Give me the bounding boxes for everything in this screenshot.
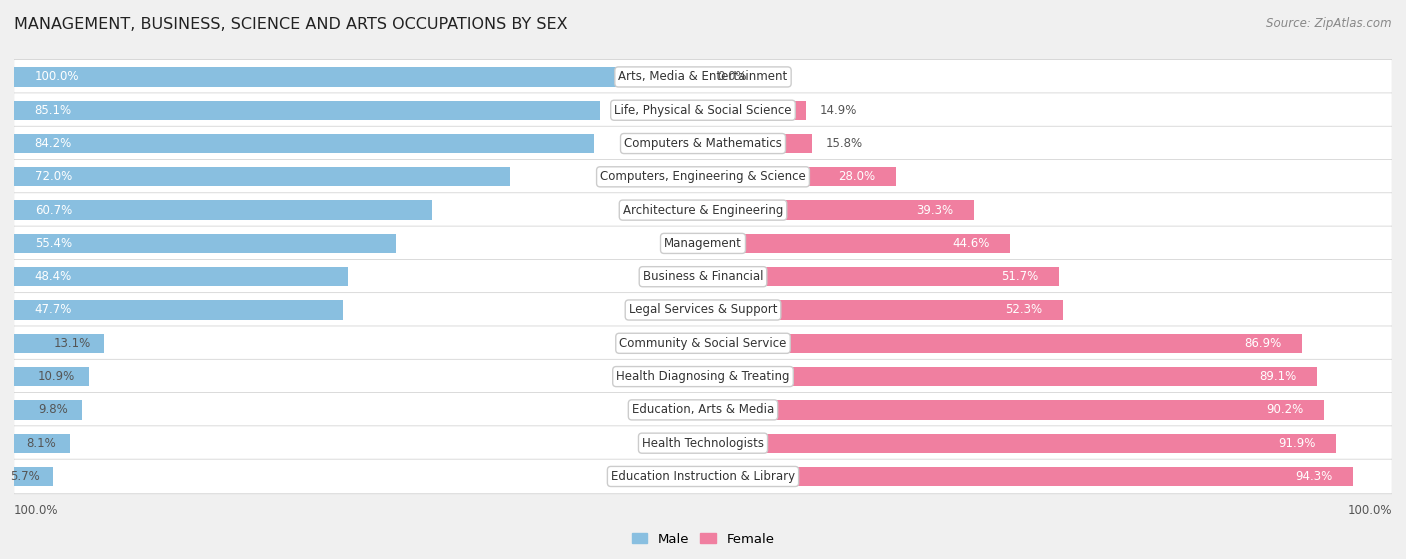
Bar [14,434,70,453]
Bar [703,467,1353,486]
FancyBboxPatch shape [14,93,1392,127]
Text: Source: ZipAtlas.com: Source: ZipAtlas.com [1267,17,1392,30]
Text: 44.6%: 44.6% [952,237,990,250]
Text: 72.0%: 72.0% [35,170,72,183]
Bar [14,367,89,386]
Text: 15.8%: 15.8% [825,137,863,150]
Text: 85.1%: 85.1% [35,104,72,117]
Text: 86.9%: 86.9% [1244,337,1281,350]
Bar [14,267,347,286]
Bar [703,167,896,187]
Bar [14,134,595,153]
FancyBboxPatch shape [14,226,1392,260]
Text: 28.0%: 28.0% [838,170,876,183]
Text: MANAGEMENT, BUSINESS, SCIENCE AND ARTS OCCUPATIONS BY SEX: MANAGEMENT, BUSINESS, SCIENCE AND ARTS O… [14,17,568,32]
Bar [14,167,510,187]
Text: 14.9%: 14.9% [820,104,856,117]
FancyBboxPatch shape [14,159,1392,194]
Text: Life, Physical & Social Science: Life, Physical & Social Science [614,104,792,117]
FancyBboxPatch shape [14,60,1392,94]
Bar [703,300,1063,320]
Text: 90.2%: 90.2% [1267,404,1303,416]
Text: 84.2%: 84.2% [35,137,72,150]
Text: 55.4%: 55.4% [35,237,72,250]
Text: Architecture & Engineering: Architecture & Engineering [623,203,783,217]
Text: 100.0%: 100.0% [35,70,79,83]
Bar [14,67,703,87]
Text: 94.3%: 94.3% [1295,470,1331,483]
Text: 100.0%: 100.0% [14,504,59,517]
Bar [14,334,104,353]
Text: 48.4%: 48.4% [35,270,72,283]
Text: 10.9%: 10.9% [38,370,76,383]
FancyBboxPatch shape [14,392,1392,427]
Legend: Male, Female: Male, Female [626,527,780,551]
FancyBboxPatch shape [14,259,1392,294]
FancyBboxPatch shape [14,459,1392,494]
Text: 100.0%: 100.0% [1347,504,1392,517]
Bar [703,134,811,153]
FancyBboxPatch shape [14,359,1392,394]
Bar [14,101,600,120]
Bar [14,467,53,486]
Text: Management: Management [664,237,742,250]
FancyBboxPatch shape [14,193,1392,228]
Text: Health Diagnosing & Treating: Health Diagnosing & Treating [616,370,790,383]
Text: 0.0%: 0.0% [717,70,747,83]
Bar [703,400,1324,420]
Text: 5.7%: 5.7% [10,470,39,483]
Text: 47.7%: 47.7% [35,304,72,316]
Text: Education, Arts & Media: Education, Arts & Media [631,404,775,416]
FancyBboxPatch shape [14,126,1392,161]
Text: Community & Social Service: Community & Social Service [619,337,787,350]
Text: 8.1%: 8.1% [27,437,56,449]
Text: Legal Services & Support: Legal Services & Support [628,304,778,316]
Text: Computers, Engineering & Science: Computers, Engineering & Science [600,170,806,183]
Text: 60.7%: 60.7% [35,203,72,217]
Text: 91.9%: 91.9% [1278,437,1316,449]
Bar [703,234,1011,253]
Bar [14,201,432,220]
Bar [14,234,395,253]
Bar [14,400,82,420]
Text: 51.7%: 51.7% [1001,270,1039,283]
Bar [703,367,1317,386]
Text: Education Instruction & Library: Education Instruction & Library [612,470,794,483]
FancyBboxPatch shape [14,426,1392,461]
FancyBboxPatch shape [14,293,1392,328]
Text: 89.1%: 89.1% [1258,370,1296,383]
Text: Computers & Mathematics: Computers & Mathematics [624,137,782,150]
Text: 13.1%: 13.1% [53,337,90,350]
Text: 52.3%: 52.3% [1005,304,1043,316]
Bar [703,334,1302,353]
Bar [703,434,1336,453]
Text: Health Technologists: Health Technologists [643,437,763,449]
Text: Arts, Media & Entertainment: Arts, Media & Entertainment [619,70,787,83]
Text: 39.3%: 39.3% [915,203,953,217]
Text: Business & Financial: Business & Financial [643,270,763,283]
Bar [14,300,343,320]
Bar [703,201,974,220]
Bar [703,267,1059,286]
FancyBboxPatch shape [14,326,1392,361]
Bar [703,101,806,120]
Text: 9.8%: 9.8% [38,404,67,416]
